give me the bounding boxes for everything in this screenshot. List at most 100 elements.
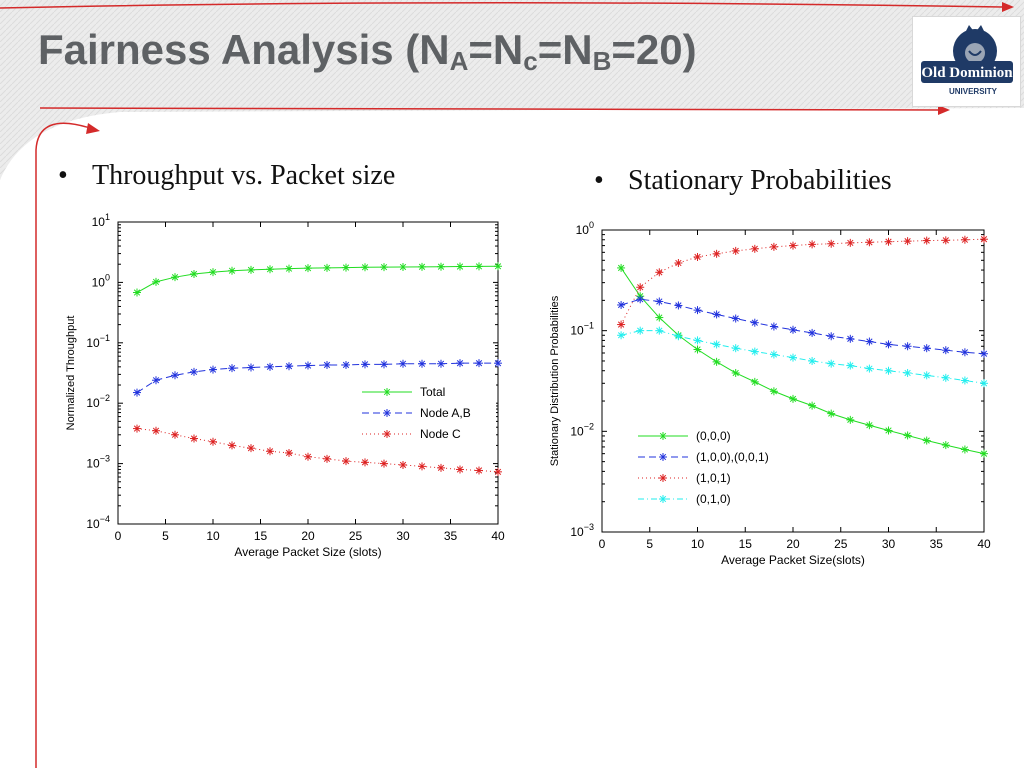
y-tick-label: 10−2	[86, 393, 110, 410]
data-point	[884, 426, 893, 435]
data-point	[655, 297, 664, 306]
title-text-end: =20)	[611, 26, 697, 73]
marker-stroke	[133, 289, 141, 296]
series-3	[617, 326, 988, 388]
data-point	[133, 288, 141, 297]
data-point	[789, 394, 797, 403]
marker-stroke	[942, 237, 949, 244]
series-1	[133, 359, 502, 397]
data-point	[789, 241, 797, 250]
marker-stroke	[904, 432, 911, 439]
marker-stroke	[923, 372, 930, 379]
marker-stroke	[866, 365, 873, 372]
data-point	[190, 269, 198, 278]
marker-stroke	[418, 360, 426, 367]
marker-stroke	[494, 360, 502, 367]
data-point	[712, 310, 721, 319]
data-point	[323, 360, 331, 369]
data-point	[693, 252, 702, 261]
marker-stroke	[904, 237, 911, 245]
marker-stroke	[961, 446, 969, 453]
y-tick-label: 10−3	[570, 522, 594, 539]
marker-stroke	[418, 263, 426, 270]
data-point	[342, 457, 350, 466]
marker-stroke	[133, 389, 141, 396]
title-subscript-c: c	[523, 46, 538, 76]
data-point	[712, 340, 721, 349]
data-point	[922, 371, 931, 380]
data-point	[846, 238, 855, 247]
marker-stroke	[751, 245, 758, 252]
data-point	[865, 337, 874, 346]
x-tick-label: 20	[786, 537, 800, 551]
marker-stroke	[494, 263, 502, 270]
x-tick-label: 10	[691, 537, 705, 551]
marker-stroke	[475, 360, 483, 367]
marker-stroke	[808, 241, 816, 248]
data-point	[209, 268, 217, 277]
data-point	[399, 262, 407, 271]
marker-stroke	[847, 335, 854, 342]
data-point	[884, 340, 893, 349]
logo-text-main: Old Dominion	[921, 65, 1013, 81]
marker-stroke	[380, 263, 388, 271]
data-point	[769, 322, 778, 331]
data-point	[475, 262, 483, 271]
data-point	[922, 344, 931, 353]
marker-stroke	[961, 349, 969, 356]
marker-stroke	[713, 250, 720, 257]
data-point	[693, 336, 702, 345]
marker-stroke	[399, 461, 407, 469]
x-tick-label: 15	[739, 537, 753, 551]
marker-stroke	[617, 321, 625, 328]
marker-stroke	[361, 264, 369, 271]
data-point	[456, 359, 464, 368]
marker-stroke	[190, 435, 198, 442]
x-tick-label: 40	[977, 537, 991, 551]
data-point	[437, 463, 445, 472]
bullet-stationary-text: Stationary Probabilities	[628, 165, 892, 196]
marker-stroke	[885, 427, 892, 434]
data-point	[903, 368, 912, 377]
marker-stroke	[617, 301, 625, 309]
marker-stroke	[675, 333, 682, 340]
data-point	[380, 459, 388, 468]
legend-marker	[659, 474, 667, 482]
data-point	[494, 262, 502, 271]
data-point	[903, 342, 912, 351]
marker-stroke	[713, 358, 720, 366]
y-tick-label: 100	[576, 220, 594, 237]
data-point	[903, 237, 912, 246]
data-point	[808, 240, 817, 249]
data-point	[827, 409, 836, 418]
data-point	[380, 263, 388, 272]
data-point	[693, 345, 702, 354]
data-point	[361, 458, 369, 467]
marker-stroke	[637, 327, 644, 334]
x-tick-label: 0	[599, 537, 606, 551]
x-tick-label: 25	[834, 537, 848, 551]
series-2	[617, 235, 988, 329]
y-axis-label: Stationary Distribution Probabilities	[549, 295, 561, 466]
marker-stroke	[770, 388, 778, 395]
marker-stroke	[923, 345, 930, 352]
legend-marker	[659, 453, 667, 461]
x-tick-label: 25	[349, 529, 363, 543]
data-point	[789, 353, 797, 362]
marker-stroke	[828, 333, 835, 340]
university-logo: Old Dominion UNIVERSITY	[912, 16, 1021, 107]
marker-stroke	[885, 238, 892, 245]
plot-frame	[117, 221, 499, 525]
data-point	[399, 460, 407, 469]
data-point	[617, 320, 626, 329]
marker-stroke	[266, 448, 274, 455]
title-eq-1: =N	[468, 26, 524, 73]
marker-stroke	[980, 350, 988, 357]
marker-stroke	[713, 341, 720, 348]
series-0	[617, 263, 988, 458]
data-point	[960, 348, 969, 357]
marker-stroke	[209, 268, 217, 276]
data-point	[865, 238, 874, 247]
marker-stroke	[323, 264, 331, 272]
